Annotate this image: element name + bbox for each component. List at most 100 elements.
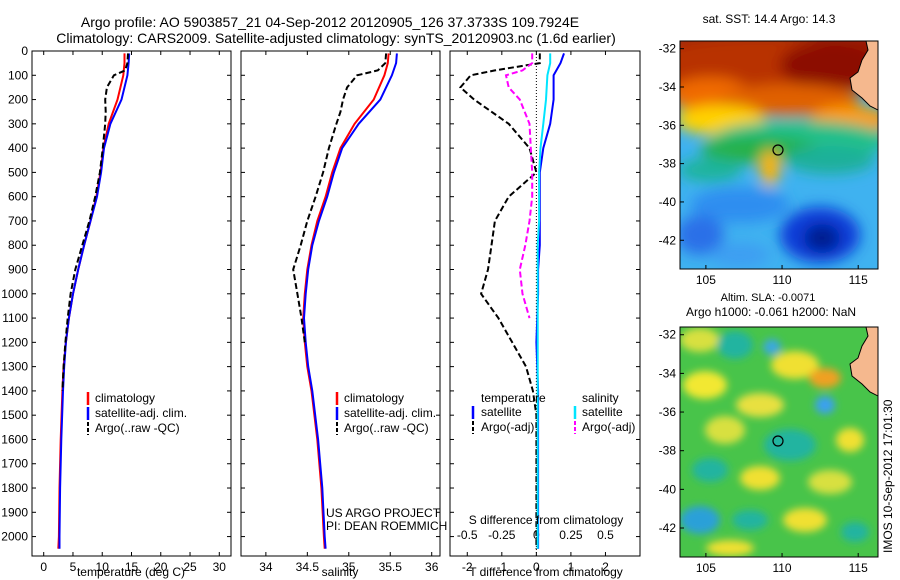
- legend-satellite: satellite-adj. clim.: [344, 406, 436, 420]
- depth-tick-label: 100: [8, 68, 28, 82]
- sla-map-title-2: Argo h1000: -0.061 h2000: NaN: [686, 305, 856, 319]
- sst-map-title: sat. SST: 14.4 Argo: 14.3: [703, 12, 836, 26]
- lon-tick-label: 115: [849, 561, 868, 575]
- lat-tick-label: -42: [659, 233, 677, 247]
- x-tick-label: 34: [259, 560, 273, 574]
- difference-xlabel: T difference from climatology: [469, 565, 623, 579]
- depth-tick-label: 1300: [1, 360, 28, 374]
- depth-tick-label: 900: [8, 263, 28, 277]
- legend-t-argo: Argo(-adj): [481, 420, 534, 434]
- x-tick-label: 20: [154, 560, 168, 574]
- series-line-climatology: [302, 53, 390, 549]
- argo-location-marker: [772, 435, 784, 447]
- difference-panel: [449, 50, 641, 557]
- depth-tick-label: 400: [8, 141, 28, 155]
- depth-tick-label: 1900: [1, 505, 28, 519]
- depth-tick-label: 700: [8, 214, 28, 228]
- x-tick-label: 5: [70, 560, 77, 574]
- sla-map: [680, 327, 878, 557]
- lat-tick-label: -34: [659, 80, 677, 94]
- s-tick-label: 0.25: [559, 528, 583, 542]
- series-line-s-argo-adj-: [504, 53, 534, 319]
- lon-tick-label: 105: [696, 561, 716, 575]
- series-line-argo-raw-qc-: [61, 53, 129, 391]
- salinity-legend: climatology satellite-adj. clim. Argo(..…: [335, 391, 436, 435]
- x-tick-label: -1: [496, 560, 507, 574]
- series-line-s-satellite: [536, 53, 552, 549]
- depth-tick-label: 1400: [1, 384, 28, 398]
- difference-legend-temperature: temperature satellite Argo(-adj): [471, 391, 546, 434]
- x-tick-label: 35.5: [379, 560, 403, 574]
- lat-tick-label: -38: [659, 444, 677, 458]
- project-annotation: US ARGO PROJECT: [326, 506, 441, 520]
- depth-tick-label: 500: [8, 165, 28, 179]
- legend-climatology: climatology: [344, 391, 404, 405]
- series-line-t-argo-adj-: [459, 53, 541, 549]
- lat-tick-label: -38: [659, 157, 677, 171]
- salinity-panel: [240, 50, 441, 557]
- x-tick-label: 25: [183, 560, 197, 574]
- lat-tick-label: -36: [659, 118, 677, 132]
- s-tick-label: -0.25: [488, 528, 516, 542]
- legend-s-argo: Argo(-adj): [582, 420, 635, 434]
- depth-tick-label: 1100: [2, 311, 28, 325]
- depth-tick-label: 0: [21, 44, 28, 58]
- depth-tick-label: 1000: [1, 287, 28, 301]
- legend-argo: Argo(..raw -QC): [95, 421, 180, 435]
- header-line-1: Argo profile: AO 5903857_21 04-Sep-2012 …: [81, 14, 579, 30]
- lat-tick-label: -32: [659, 42, 677, 56]
- lat-tick-label: -42: [659, 521, 677, 535]
- s-tick-label: -0.5: [457, 528, 478, 542]
- series-line-t-satellite: [535, 53, 565, 549]
- x-tick-label: 1: [568, 560, 575, 574]
- lon-tick-label: 115: [849, 273, 868, 287]
- x-tick-label: 0: [40, 560, 47, 574]
- timestamp: IMOS 10-Sep-2012 17:01:30: [881, 399, 895, 553]
- s-difference-label: S difference from climatology: [469, 513, 624, 527]
- x-tick-label: 2: [602, 560, 609, 574]
- x-tick-label: 35: [342, 560, 356, 574]
- temperature-legend: climatology satellite-adj. clim. Argo(..…: [86, 391, 187, 435]
- x-tick-label: 36: [425, 560, 439, 574]
- x-tick-label: 10: [96, 560, 110, 574]
- lat-tick-label: -32: [659, 328, 677, 342]
- temperature-panel: [31, 50, 232, 557]
- x-tick-label: 30: [213, 560, 227, 574]
- legend-argo: Argo(..raw -QC): [344, 421, 429, 435]
- legend-t-satellite: satellite: [481, 405, 522, 419]
- difference-legend-salinity: salinity satellite Argo(-adj): [573, 391, 635, 434]
- sla-map-frame: [679, 326, 879, 558]
- sst-map-frame: [679, 40, 879, 270]
- lat-tick-label: -36: [659, 405, 677, 419]
- lat-tick-label: -40: [659, 195, 677, 209]
- header-line-2: Climatology: CARS2009. Satellite-adjuste…: [56, 30, 616, 46]
- argo-location-marker: [772, 144, 784, 156]
- x-tick-label: 34.5: [296, 560, 320, 574]
- depth-tick-label: 1800: [1, 481, 28, 495]
- lat-tick-label: -40: [659, 482, 677, 496]
- difference-plot: -2 -1 0 1 2-0.5 -0.25 0 0.25 0.5: [450, 50, 640, 574]
- pi-annotation: PI: DEAN ROEMMICH: [326, 519, 447, 533]
- lon-tick-label: 110: [772, 273, 791, 287]
- depth-tick-label: 600: [8, 190, 28, 204]
- depth-tick-label: 2000: [1, 530, 28, 544]
- temperature-plot: 0 5 10 15 20 25 30: [32, 50, 231, 574]
- series-line-argo-raw-qc-: [292, 53, 388, 343]
- depth-tick-label: 1700: [1, 457, 28, 471]
- lon-tick-label: 105: [696, 273, 716, 287]
- legend-title-salinity: salinity: [582, 391, 619, 405]
- legend-climatology: climatology: [95, 391, 155, 405]
- depth-axis: 0 100 200 300 400 500 600 700 800 900 1000 1100 1200…: [1, 44, 28, 544]
- series-line-climatology: [57, 53, 126, 549]
- x-tick-label: 15: [125, 560, 139, 574]
- s-tick-label: 0.5: [597, 528, 614, 542]
- sla-map-title-1: Altim. SLA: -0.0071: [721, 292, 816, 304]
- temperature-xlabel: temperature (deg C): [77, 565, 185, 579]
- depth-tick-label: 800: [8, 238, 28, 252]
- lon-tick-label: 110: [772, 561, 791, 575]
- legend-s-satellite: satellite: [582, 405, 623, 419]
- sst-map: [680, 41, 878, 269]
- series-line-satellite-adj-clim-: [302, 53, 398, 549]
- depth-tick-label: 300: [8, 117, 28, 131]
